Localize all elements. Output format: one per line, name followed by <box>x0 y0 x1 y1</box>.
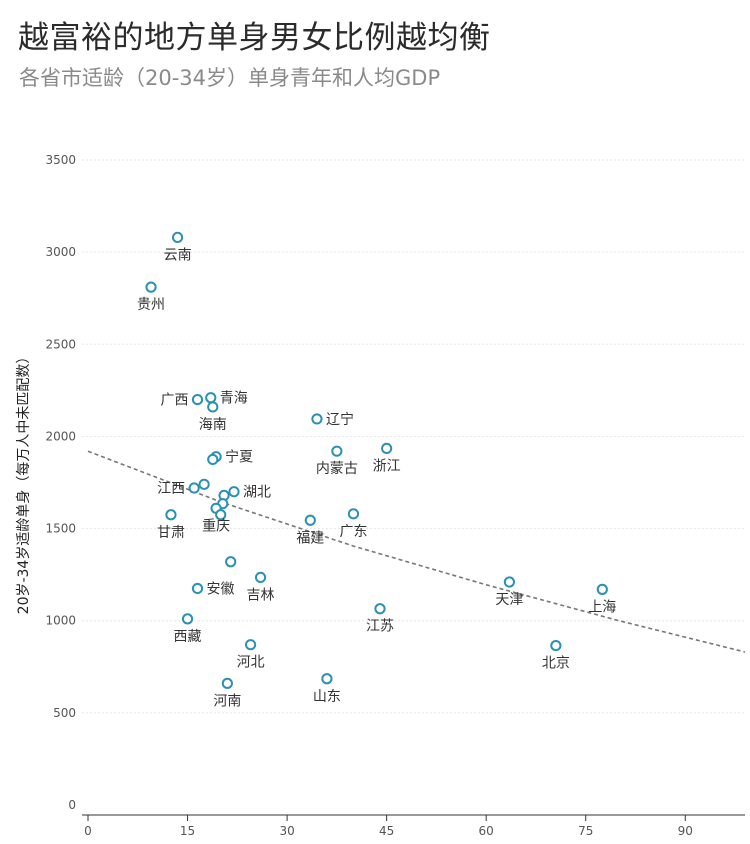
point-label-安徽: 安徽 <box>207 581 235 597</box>
point-中部-1 <box>225 556 237 568</box>
point-label-浙江: 浙江 <box>373 458 401 474</box>
y-tick-label-3000: 3000 <box>45 245 76 259</box>
x-tick-label-0: 0 <box>84 824 92 838</box>
point-西藏 <box>181 613 194 625</box>
x-axis: 0 15 30 45 60 75 90 <box>82 814 745 838</box>
point-河北 <box>244 639 257 651</box>
point-甘肃 <box>165 509 177 521</box>
point-北京 <box>550 639 562 652</box>
point-海南 <box>207 401 219 413</box>
y-tick-label-1500: 1500 <box>45 522 76 536</box>
point-label-宁夏: 宁夏 <box>225 449 253 466</box>
chart-subtitle: 各省市适龄（20-34岁）单身青年和人均GDP <box>19 66 441 90</box>
point-辽宁 <box>311 413 323 425</box>
point-label-西藏: 西藏 <box>174 629 202 645</box>
point-label-湖北: 湖北 <box>243 485 271 501</box>
point-福建 <box>304 514 316 526</box>
point-内蒙古 <box>331 445 343 457</box>
point-label-江苏: 江苏 <box>366 619 394 635</box>
y-axis: 0 500 1000 1500 2000 2500 3000 3500 <box>45 153 76 812</box>
x-tick-label-60: 60 <box>479 824 494 838</box>
y-tick-label-2000: 2000 <box>45 429 76 443</box>
x-tick-label-30: 30 <box>279 824 294 838</box>
y-tick-label-1000: 1000 <box>45 614 76 628</box>
x-tick-label-15: 15 <box>180 824 195 838</box>
point-江苏 <box>374 603 386 615</box>
point-label-山东: 山东 <box>313 689 341 705</box>
y-tick-label-2500: 2500 <box>45 337 76 351</box>
point-label-福建: 福建 <box>296 530 324 546</box>
trend-line <box>87 450 746 653</box>
point-label-广西: 广西 <box>161 393 189 409</box>
point-label-上海: 上海 <box>588 599 616 615</box>
point-贵州 <box>145 281 157 293</box>
point-天津 <box>503 576 516 588</box>
point-青海 <box>205 392 217 404</box>
point-label-河北: 河北 <box>237 655 265 671</box>
point-湖北 <box>228 486 240 498</box>
point-江西-2 <box>198 478 210 490</box>
point-宁夏-2 <box>207 453 219 466</box>
point-重庆-2 <box>215 509 227 521</box>
point-label-广东: 广东 <box>339 524 367 540</box>
chart-title: 越富裕的地方单身男女比例越均衡 <box>18 20 491 56</box>
y-axis-label: 20岁-34岁适龄单身（每万人中未匹配数） <box>16 350 32 615</box>
point-浙江 <box>381 442 393 455</box>
point-广东 <box>347 508 360 520</box>
point-江西 <box>188 482 200 494</box>
point-label-辽宁: 辽宁 <box>326 411 354 428</box>
point-label-海南: 海南 <box>199 417 227 433</box>
point-上海 <box>596 583 608 595</box>
point-河南 <box>221 677 233 689</box>
point-label-吉林: 吉林 <box>247 587 275 603</box>
point-label-云南: 云南 <box>164 247 192 263</box>
data-points <box>145 231 608 689</box>
x-tick-label-75: 75 <box>578 824 593 838</box>
point-label-甘肃: 甘肃 <box>157 525 185 541</box>
point-label-江西: 江西 <box>157 481 185 497</box>
point-吉林 <box>254 571 267 584</box>
x-tick-label-45: 45 <box>379 824 394 838</box>
point-安徽 <box>191 582 204 595</box>
y-tick-label-3500: 3500 <box>45 153 76 167</box>
point-山东 <box>321 673 333 685</box>
point-云南 <box>171 231 184 243</box>
point-label-河南: 河南 <box>213 693 241 709</box>
x-tick-label-90: 90 <box>678 824 693 838</box>
point-广西 <box>191 393 204 406</box>
point-label-青海: 青海 <box>220 391 248 407</box>
point-label-贵州: 贵州 <box>137 297 165 313</box>
y-tick-label-500: 500 <box>53 706 76 720</box>
point-label-重庆: 重庆 <box>202 518 230 534</box>
point-label-北京: 北京 <box>542 656 570 672</box>
point-label-内蒙古: 内蒙古 <box>316 461 358 477</box>
point-label-天津: 天津 <box>495 592 523 608</box>
gridlines <box>82 159 745 714</box>
y-tick-label-0: 0 <box>68 798 76 812</box>
